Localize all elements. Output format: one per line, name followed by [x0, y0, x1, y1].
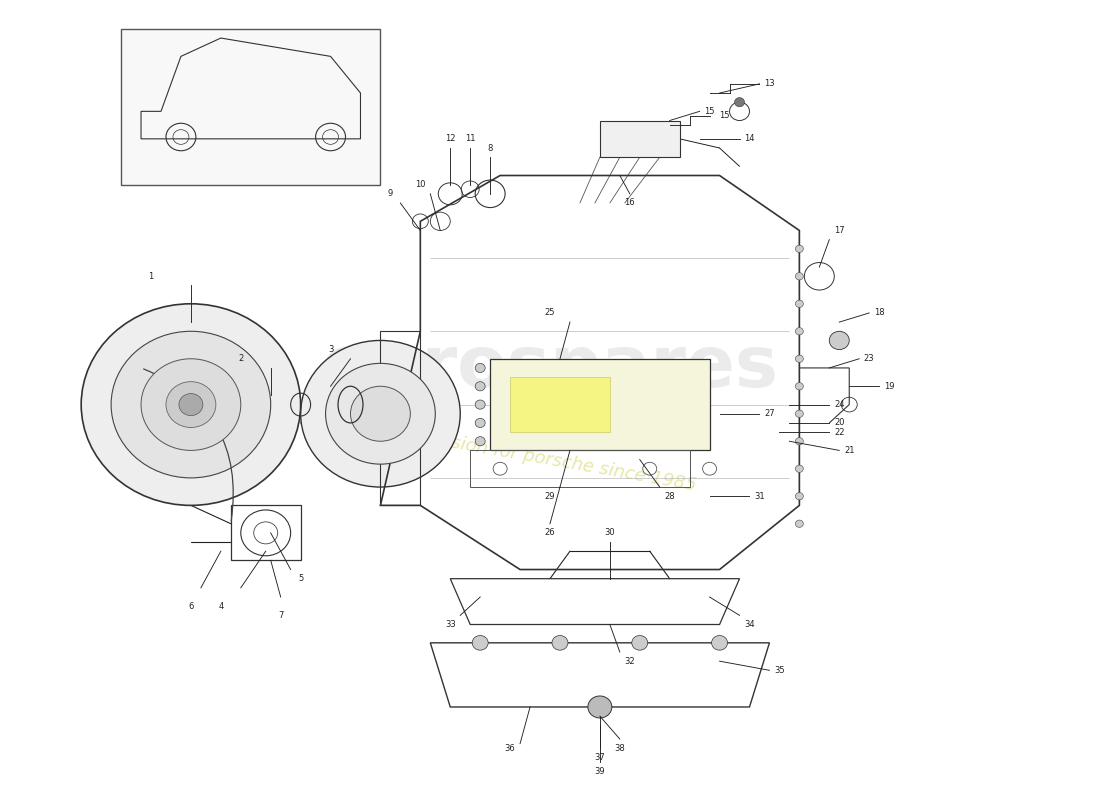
Text: 29: 29: [544, 492, 556, 501]
Text: 5: 5: [298, 574, 304, 583]
Circle shape: [475, 418, 485, 427]
Text: 37: 37: [594, 753, 605, 762]
Text: eurospares: eurospares: [321, 334, 779, 402]
Circle shape: [631, 635, 648, 650]
Circle shape: [166, 382, 216, 427]
Circle shape: [179, 394, 202, 415]
Text: 7: 7: [278, 611, 284, 620]
Text: 21: 21: [844, 446, 855, 455]
Circle shape: [587, 696, 612, 718]
Text: 15: 15: [719, 111, 730, 121]
Text: 2: 2: [239, 354, 243, 363]
Circle shape: [795, 493, 803, 500]
Text: 18: 18: [873, 309, 884, 318]
Circle shape: [829, 331, 849, 350]
Text: 39: 39: [595, 766, 605, 776]
Text: 23: 23: [864, 354, 874, 363]
Text: 35: 35: [774, 666, 784, 675]
Circle shape: [795, 520, 803, 527]
Circle shape: [735, 98, 745, 106]
Circle shape: [795, 300, 803, 307]
Circle shape: [795, 382, 803, 390]
Text: 17: 17: [834, 226, 845, 235]
Text: 27: 27: [764, 410, 774, 418]
Text: 28: 28: [664, 492, 675, 501]
Text: 14: 14: [745, 134, 755, 143]
Text: 38: 38: [615, 744, 625, 753]
Text: 10: 10: [415, 180, 426, 189]
Circle shape: [712, 635, 727, 650]
Circle shape: [472, 635, 488, 650]
Text: 8: 8: [487, 143, 493, 153]
Circle shape: [111, 331, 271, 478]
Circle shape: [141, 358, 241, 450]
Text: 9: 9: [388, 190, 393, 198]
Circle shape: [475, 382, 485, 391]
Bar: [600, 121, 680, 157]
Text: 33: 33: [444, 620, 455, 629]
Text: 32: 32: [625, 657, 635, 666]
Text: 12: 12: [446, 134, 455, 143]
Circle shape: [475, 437, 485, 446]
Circle shape: [795, 328, 803, 335]
Bar: [491, 358, 710, 450]
Circle shape: [351, 386, 410, 442]
Bar: [121, 29, 381, 185]
Text: 22: 22: [834, 427, 845, 437]
Text: 16: 16: [625, 198, 635, 207]
Circle shape: [795, 245, 803, 253]
Text: 34: 34: [745, 620, 755, 629]
Bar: [510, 377, 609, 432]
Text: 26: 26: [544, 528, 556, 538]
Text: a passion for porsche since 1985: a passion for porsche since 1985: [403, 425, 697, 494]
Circle shape: [81, 304, 300, 506]
Circle shape: [795, 273, 803, 280]
Text: 15: 15: [704, 107, 715, 116]
Text: 4: 4: [218, 602, 223, 610]
Circle shape: [795, 410, 803, 418]
Circle shape: [326, 363, 436, 464]
Text: 25: 25: [544, 309, 556, 318]
Text: 24: 24: [834, 400, 845, 409]
Circle shape: [795, 438, 803, 445]
Text: 19: 19: [884, 382, 894, 390]
Text: 20: 20: [834, 418, 845, 427]
Circle shape: [475, 363, 485, 373]
Text: 13: 13: [764, 79, 774, 88]
FancyArrowPatch shape: [144, 369, 233, 521]
Text: 31: 31: [755, 492, 764, 501]
Bar: [470, 450, 690, 487]
Circle shape: [795, 355, 803, 362]
Circle shape: [795, 465, 803, 472]
Text: 30: 30: [605, 528, 615, 538]
Text: 36: 36: [505, 744, 516, 753]
Circle shape: [552, 635, 568, 650]
Text: 3: 3: [328, 345, 333, 354]
Text: 1: 1: [148, 272, 154, 281]
Text: 6: 6: [188, 602, 194, 610]
Text: 11: 11: [465, 134, 475, 143]
Circle shape: [300, 341, 460, 487]
Circle shape: [475, 400, 485, 409]
